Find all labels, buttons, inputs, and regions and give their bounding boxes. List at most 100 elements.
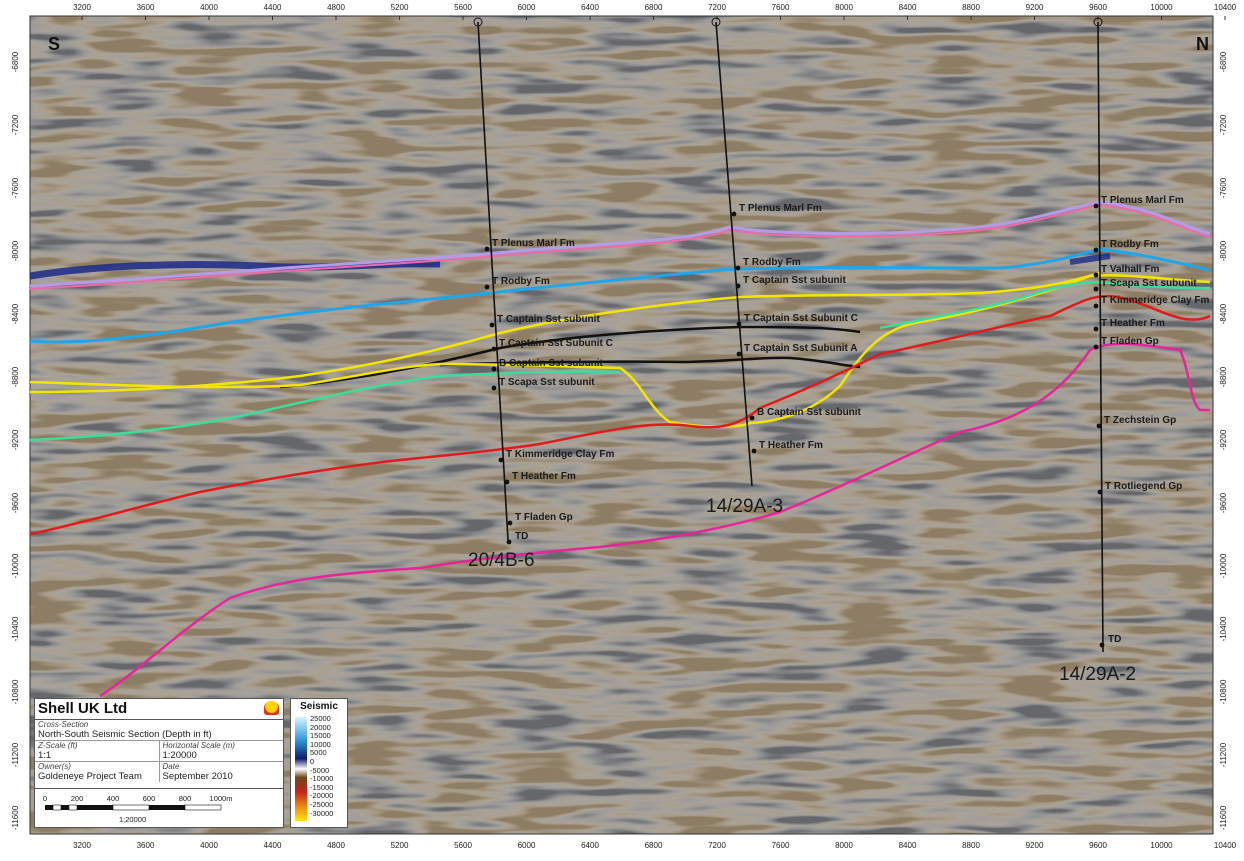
x-tick-label-bottom: 8000 bbox=[835, 841, 853, 850]
top-marker-dot bbox=[489, 322, 495, 328]
date-caption: Date bbox=[162, 762, 180, 771]
scale-bar-label: 1000m bbox=[210, 794, 233, 803]
legend-tick-label: -15000 bbox=[310, 782, 334, 792]
x-tick-label-bottom: 10000 bbox=[1150, 841, 1173, 850]
strong-reflector bbox=[1069, 253, 1111, 265]
top-label: T Captain Sst Subunit A bbox=[744, 343, 858, 354]
well-20-4b-6-path bbox=[477, 21, 509, 541]
y-tick-label-right: -9200 bbox=[1219, 429, 1228, 450]
top-marker-dot bbox=[491, 346, 497, 352]
top-label: T Rotliegend Gp bbox=[1105, 481, 1182, 492]
h-scale-caption: Horizontal Scale (m) bbox=[162, 741, 235, 750]
x-tick-label-top: 9600 bbox=[1089, 3, 1107, 12]
x-tick-label-bottom: 5200 bbox=[391, 841, 409, 850]
y-tick-label-right: -6800 bbox=[1219, 51, 1228, 72]
x-tick-label-bottom: 5600 bbox=[454, 841, 472, 850]
y-tick-label-left: -8000 bbox=[11, 240, 20, 261]
legend-tick-label: -20000 bbox=[310, 791, 334, 801]
top-marker-dot bbox=[484, 246, 490, 252]
top-marker-dot bbox=[1093, 247, 1099, 253]
z-scale-value: 1:1 bbox=[38, 750, 52, 761]
scale-segment bbox=[68, 804, 78, 811]
top-marker-dot bbox=[749, 415, 755, 421]
horizon-scapa bbox=[29, 370, 621, 442]
scale-bar-label: 200 bbox=[71, 794, 84, 803]
top-marker-dot bbox=[1099, 642, 1105, 648]
legend-tick-list: 25000 20000 15000 10000 5000 0 -5000 -10000 -150… bbox=[310, 715, 333, 818]
top-marker-dot bbox=[491, 366, 497, 372]
horizon-captain-top bbox=[29, 271, 1101, 394]
top-marker-dot bbox=[506, 539, 512, 545]
legend-color-ramp bbox=[295, 717, 307, 821]
z-scale-caption: Z-Scale (ft) bbox=[38, 741, 78, 750]
y-tick-label-right: -11200 bbox=[1219, 742, 1228, 767]
legend-tick-label: -30000 bbox=[310, 808, 334, 818]
x-tick-label-bottom: 6000 bbox=[518, 841, 536, 850]
y-tick-label-right: -10000 bbox=[1219, 553, 1228, 578]
x-tick-label-top: 8000 bbox=[835, 3, 853, 12]
top-marker-dot bbox=[731, 211, 737, 217]
y-tick-label-left: -10800 bbox=[11, 679, 20, 704]
x-tick-label-top: 7600 bbox=[772, 3, 790, 12]
scale-segment bbox=[112, 804, 150, 811]
horizon-scapa-north bbox=[879, 281, 1211, 330]
y-tick-label-right: -7600 bbox=[1219, 177, 1228, 198]
legend-tick-label: 10000 bbox=[310, 739, 331, 749]
legend-tick-label: 5000 bbox=[310, 748, 327, 758]
horizon-captain-a bbox=[439, 356, 861, 369]
scale-segment bbox=[61, 805, 69, 810]
y-tick-label-right: -8800 bbox=[1219, 366, 1228, 387]
legend-title: Seismic bbox=[300, 701, 338, 712]
title-block-header: Shell UK Ltd bbox=[35, 699, 283, 720]
scale-bar-label: 0 bbox=[43, 794, 47, 803]
y-tick-label-left: -8400 bbox=[11, 303, 20, 324]
x-tick-label-bottom: 4400 bbox=[264, 841, 282, 850]
top-label: T Rodby Fm bbox=[743, 257, 801, 268]
well-14-29a-3-surface-symbol bbox=[711, 17, 721, 27]
y-tick-label-left: -10400 bbox=[11, 616, 20, 641]
h-scale-value: 1:20000 bbox=[162, 750, 197, 761]
date-value: September 2010 bbox=[162, 771, 233, 782]
horizon-rodby bbox=[29, 247, 1211, 344]
top-label: T Fladen Gp bbox=[1101, 336, 1159, 347]
well-14-29a-2-tops: T Plenus Marl Fm T Rodby Fm T Valhall Fm… bbox=[1059, 195, 1209, 685]
owner-value: Goldeneye Project Team bbox=[38, 771, 142, 782]
well-paths bbox=[473, 17, 1104, 653]
top-marker-dot bbox=[735, 283, 741, 289]
x-tick-label-top: 4400 bbox=[264, 3, 282, 12]
y-tick-label-right: -11600 bbox=[1219, 805, 1228, 830]
y-tick-label-left: -7600 bbox=[11, 177, 20, 198]
x-tick-label-top: 7200 bbox=[708, 3, 726, 12]
horizon-kimmeridge bbox=[29, 294, 1211, 536]
y-tick-label-right: -10400 bbox=[1219, 616, 1228, 641]
x-tick-label-top: 10000 bbox=[1150, 3, 1173, 12]
y-tick-label-left: -11600 bbox=[11, 805, 20, 830]
top-marker-dot bbox=[1096, 423, 1102, 429]
scale-bar-graphic: 0 200 400 600 800 1000m 1:20000 bbox=[43, 794, 233, 824]
top-label: T Valhall Fm bbox=[1101, 264, 1159, 275]
top-marker-dot bbox=[507, 520, 513, 526]
top-marker-dot bbox=[1093, 344, 1099, 350]
top-label: T Plenus Marl Fm bbox=[492, 238, 575, 249]
x-tick-label-bottom: 8400 bbox=[899, 841, 917, 850]
td-label: TD bbox=[515, 531, 528, 542]
y-tick-label-left: -7200 bbox=[11, 114, 20, 135]
company-name: Shell UK Ltd bbox=[38, 700, 128, 717]
legend-tick-label: -25000 bbox=[310, 799, 334, 809]
top-marker-dot bbox=[1093, 203, 1099, 209]
x-tick-label-top: 4800 bbox=[327, 3, 345, 12]
top-marker-dot bbox=[491, 385, 497, 391]
top-label: T Fladen Gp bbox=[515, 512, 573, 523]
scale-segment bbox=[184, 804, 222, 811]
cross-section-caption: Cross-Section bbox=[38, 720, 89, 729]
top-marker-dot bbox=[735, 265, 741, 271]
legend-tick-label: 20000 bbox=[310, 722, 331, 732]
well-name-14-29a-2: 14/29A-2 bbox=[1059, 664, 1136, 685]
x-tick-label-bottom: 4800 bbox=[327, 841, 345, 850]
top-label: T Heather Fm bbox=[759, 440, 823, 451]
x-tick-label-bottom: 8800 bbox=[962, 841, 980, 850]
well-20-4b-6-surface-symbol bbox=[473, 17, 483, 27]
well-14-29a-2-path bbox=[1097, 21, 1104, 653]
top-label: T Captain Sst Subunit C bbox=[499, 338, 613, 349]
